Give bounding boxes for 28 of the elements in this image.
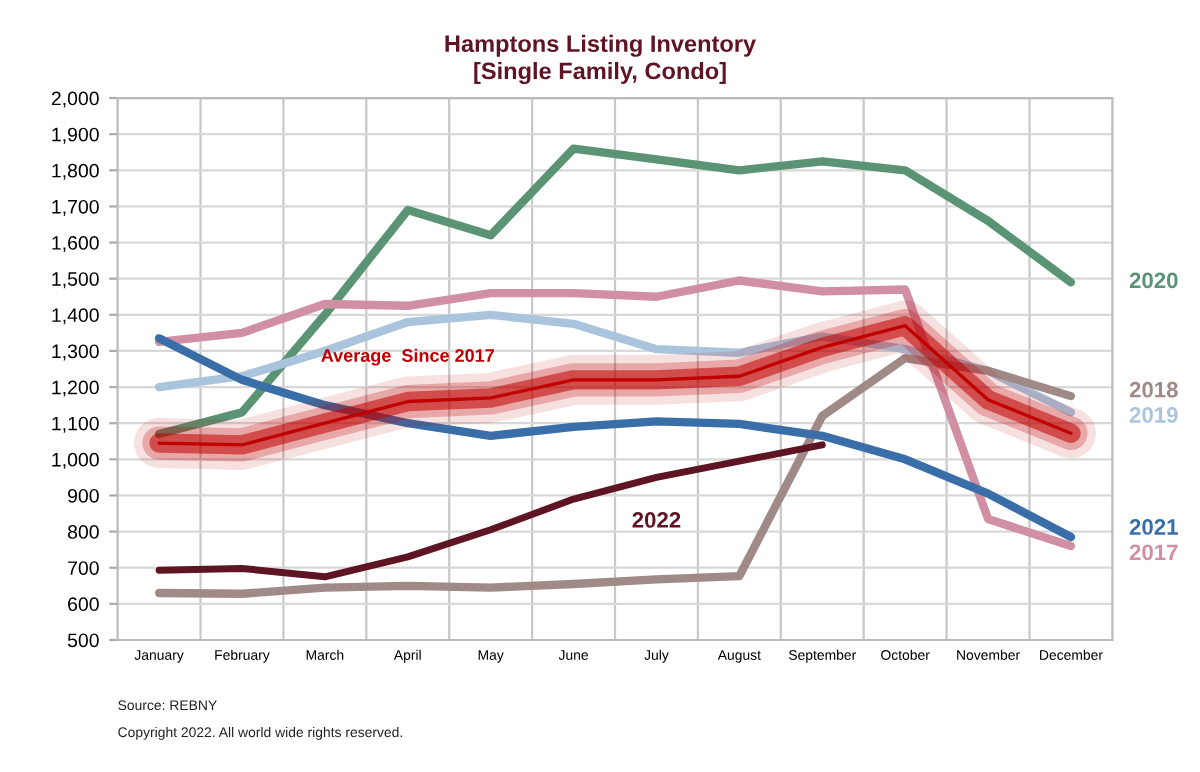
y-tick-label: 1,700 bbox=[52, 199, 99, 216]
y-tick-label: 700 bbox=[68, 561, 99, 575]
annotation: Average Since 2017 bbox=[321, 348, 494, 366]
y-tick-label: 1,600 bbox=[52, 236, 99, 253]
y-tick-label: 1,200 bbox=[52, 380, 99, 397]
y-tick-label: 1,800 bbox=[52, 163, 99, 180]
y-tick-label: 1,400 bbox=[52, 308, 99, 325]
line-series bbox=[154, 144, 1076, 439]
chart-title: Hamptons Listing Inventory [Single Family, Condo] bbox=[445, 34, 756, 85]
line-series bbox=[155, 441, 826, 581]
text: 2021 bbox=[1129, 519, 1178, 535]
text: 2019 bbox=[1129, 407, 1178, 423]
y-tick-label: 500 bbox=[67, 633, 99, 648]
y-tick-label: 600 bbox=[68, 597, 99, 612]
y-tick-label: 1,300 bbox=[52, 344, 99, 361]
y-tick-label: 1,100 bbox=[52, 416, 99, 433]
y-tick-label: 1,500 bbox=[52, 272, 99, 289]
line-series bbox=[154, 334, 1076, 542]
text: 2017 bbox=[1129, 544, 1178, 561]
y-tick-label: 2,000 bbox=[51, 91, 99, 108]
text: 2020 bbox=[1129, 272, 1178, 289]
text: 2018 bbox=[1129, 381, 1178, 398]
line-series bbox=[154, 276, 1076, 551]
y-tick-label: 900 bbox=[68, 488, 99, 503]
y-tick-label: 800 bbox=[67, 525, 99, 539]
y-tick-label: 1,000 bbox=[52, 452, 99, 469]
y-tick-label: 1,900 bbox=[52, 127, 99, 144]
annotation: 2022 bbox=[632, 512, 681, 528]
